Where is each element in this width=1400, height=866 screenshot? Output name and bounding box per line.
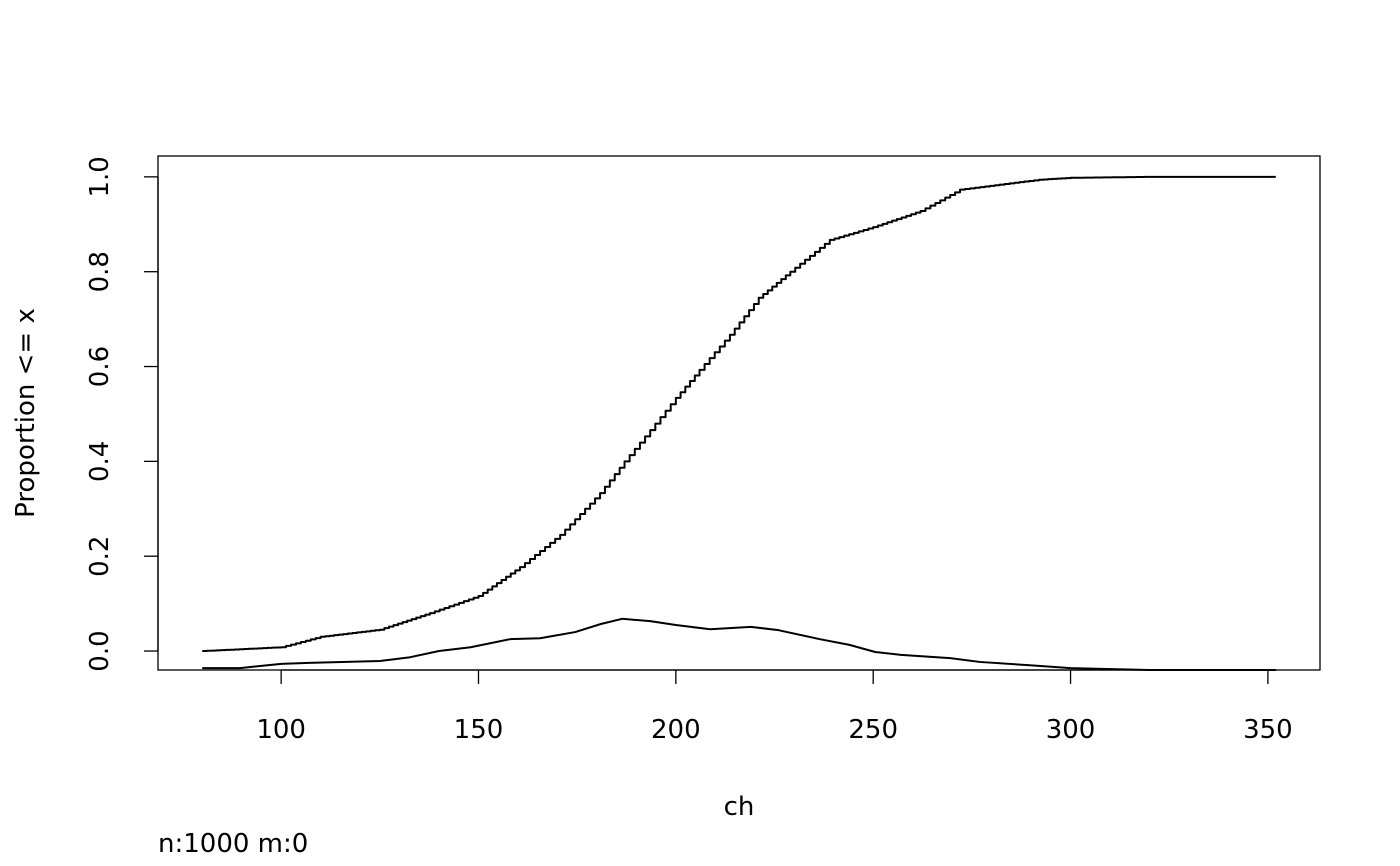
y-tick-label: 0.2 <box>85 536 115 577</box>
x-tick-label: 350 <box>1243 715 1293 745</box>
y-tick-label: 0.8 <box>85 251 115 292</box>
density-curve <box>202 617 1276 671</box>
y-tick-label: 0.4 <box>85 441 115 482</box>
y-tick-label: 1.0 <box>85 156 115 197</box>
x-axis: 100 150 200 250 300 350 <box>256 669 1293 745</box>
footnote: n:1000 m:0 <box>158 829 308 859</box>
x-tick-label: 150 <box>454 715 504 745</box>
y-axis: 0.0 0.2 0.4 0.6 0.8 1.0 <box>85 156 159 672</box>
plot-frame <box>157 155 1321 671</box>
ecdf-curve <box>202 175 1276 653</box>
y-tick-label: 0.0 <box>85 630 115 671</box>
y-tick-label: 0.6 <box>85 346 115 387</box>
y-axis-label: Proportion <= x <box>11 308 41 518</box>
x-tick-label: 300 <box>1046 715 1096 745</box>
x-tick-label: 200 <box>651 715 701 745</box>
series-group <box>202 175 1276 671</box>
x-tick-label: 100 <box>256 715 306 745</box>
x-axis-label: ch <box>724 792 755 822</box>
x-tick-label: 250 <box>848 715 898 745</box>
